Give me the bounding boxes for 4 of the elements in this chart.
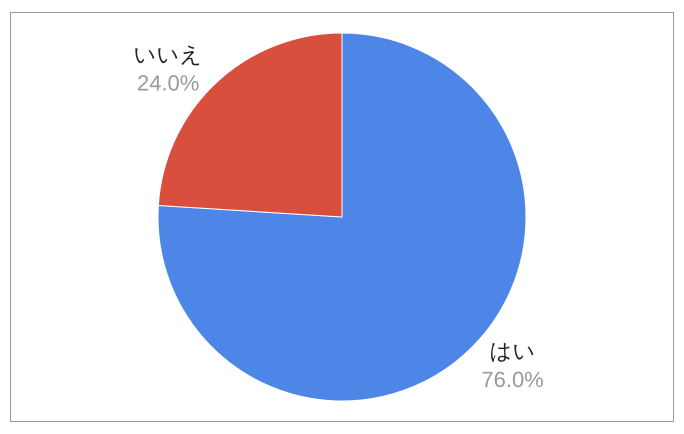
slice-label: いいえ xyxy=(134,42,203,67)
data-label: 76.0% xyxy=(481,367,544,392)
data-label: 24.0% xyxy=(136,70,200,96)
slice-label: はい xyxy=(490,338,536,364)
